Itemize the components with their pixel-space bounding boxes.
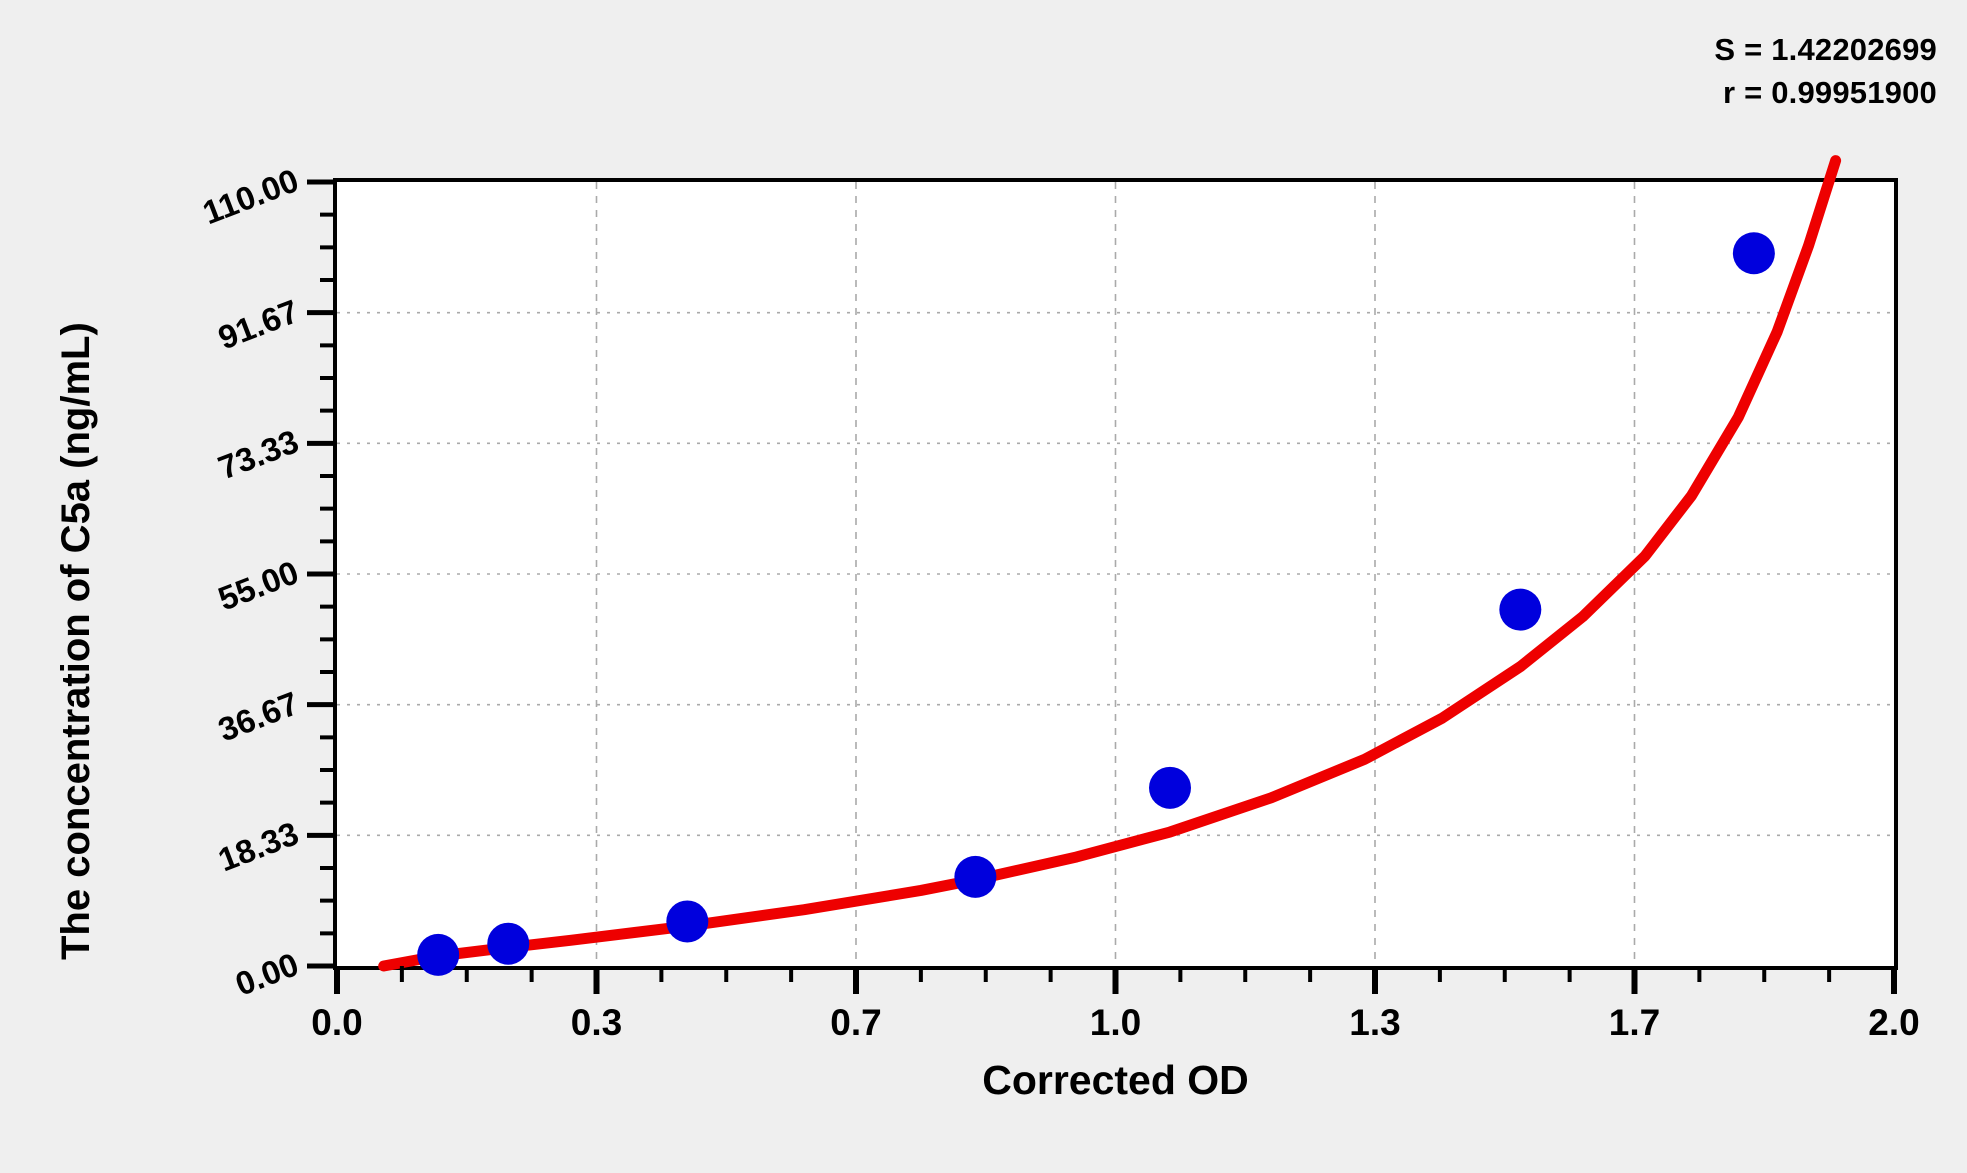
x-axis-tick-label: 0.0 [311, 1002, 363, 1043]
x-axis-tick-label: 1.0 [1089, 1002, 1142, 1043]
x-axis-title: Corrected OD [982, 1057, 1249, 1103]
data-point-marker [417, 933, 460, 976]
data-point-marker [487, 922, 530, 965]
data-point-marker [1149, 766, 1191, 809]
data-point-marker [954, 855, 997, 898]
data-point-markers [417, 232, 1775, 976]
data-point-marker [1499, 588, 1542, 631]
data-point-marker [1732, 232, 1775, 275]
fit-curve-path [378, 155, 1842, 972]
x-axis-tick-label: 1.7 [1608, 1002, 1661, 1043]
plot-area [333, 155, 1898, 976]
fit-curve [378, 155, 1842, 972]
x-axis-tick-label: 2.0 [1868, 1002, 1920, 1043]
y-axis-title: The concentration of C5a (ng/mL) [54, 322, 98, 960]
data-point-marker [666, 900, 709, 943]
y-axis-tick-label: 0.00 [230, 945, 304, 1003]
s-value-text: S = 1.42202699 [1714, 32, 1937, 67]
x-axis-tick-label: 1.3 [1349, 1002, 1401, 1043]
plot-svg [337, 155, 1894, 976]
r-value-text: r = 0.99951900 [1723, 75, 1937, 110]
fit-statistics-annotation: S = 1.42202699 r = 0.99951900 [1714, 28, 1937, 114]
x-axis-tick-label: 0.3 [570, 1002, 623, 1043]
x-axis-tick-label: 0.7 [830, 1002, 882, 1043]
vertical-gridlines [595, 182, 1636, 966]
